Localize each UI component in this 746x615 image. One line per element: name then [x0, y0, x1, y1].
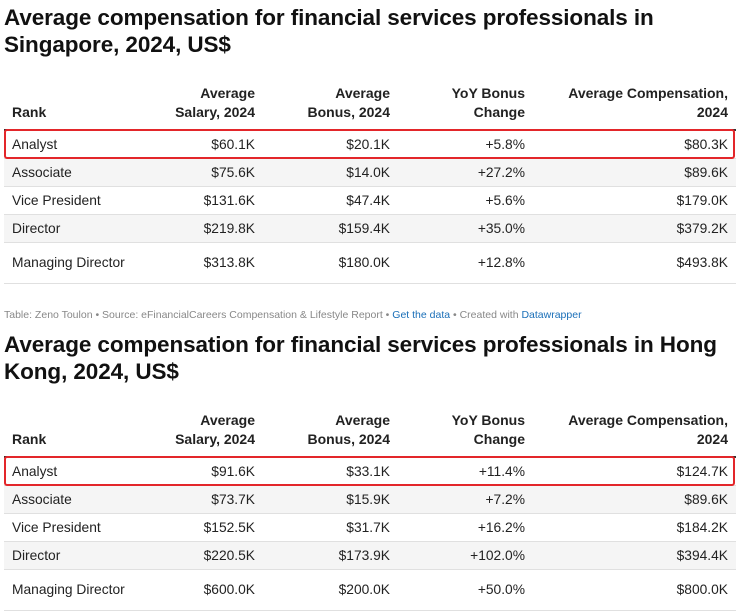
table-row-associate: Associate $73.7K $15.9K +7.2% $89.6K [4, 485, 736, 514]
cell-yoy-change: +102.0% [398, 541, 533, 570]
singapore-compensation-table: Rank Average Salary, 2024 Average Bonus,… [4, 84, 736, 284]
cell-rank: Associate [4, 485, 152, 514]
table-row-director: Director $219.8K $159.4K +35.0% $379.2K [4, 214, 736, 243]
cell-compensation: $394.4K [533, 541, 736, 570]
cell-yoy-change: +50.0% [398, 569, 533, 611]
column-header-bonus[interactable]: Average Bonus, 2024 [263, 84, 398, 131]
column-header-rank[interactable]: Rank [4, 411, 152, 458]
cell-salary: $600.0K [152, 569, 263, 611]
cell-yoy-change: +35.0% [398, 214, 533, 243]
column-header-compensation[interactable]: Average Compensation, 2024 [533, 84, 736, 131]
singapore-table-title: Average compensation for financial servi… [4, 5, 654, 57]
cell-compensation: $89.6K [533, 158, 736, 187]
table-row-managing-director: Managing Director $600.0K $200.0K +50.0%… [4, 569, 736, 611]
cell-compensation: $124.7K [533, 457, 736, 486]
table-footer: Table: Zeno Toulon • Source: eFinancialC… [4, 309, 582, 321]
cell-bonus: $180.0K [263, 242, 398, 284]
cell-salary: $220.5K [152, 541, 263, 570]
cell-rank: Associate [4, 158, 152, 187]
cell-bonus: $200.0K [263, 569, 398, 611]
cell-compensation: $179.0K [533, 186, 736, 215]
column-header-rank[interactable]: Rank [4, 84, 152, 131]
hongkong-table-block: Average compensation for financial servi… [4, 327, 736, 611]
table-header-row: Rank Average Salary, 2024 Average Bonus,… [4, 411, 736, 458]
footer-created-with: • Created with [450, 309, 522, 321]
cell-yoy-change: +27.2% [398, 158, 533, 187]
table-row-director: Director $220.5K $173.9K +102.0% $394.4K [4, 541, 736, 570]
cell-salary: $73.7K [152, 485, 263, 514]
cell-compensation: $184.2K [533, 513, 736, 542]
datawrapper-link[interactable]: Datawrapper [521, 309, 582, 321]
cell-yoy-change: +5.8% [398, 130, 533, 159]
cell-yoy-change: +16.2% [398, 513, 533, 542]
cell-yoy-change: +12.8% [398, 242, 533, 284]
cell-yoy-change: +5.6% [398, 186, 533, 215]
table-row-associate: Associate $75.6K $14.0K +27.2% $89.6K [4, 158, 736, 187]
cell-compensation: $493.8K [533, 242, 736, 284]
cell-salary: $60.1K [152, 130, 263, 159]
cell-compensation: $80.3K [533, 130, 736, 159]
table-row-analyst: Analyst $60.1K $20.1K +5.8% $80.3K [4, 130, 736, 159]
table-row-managing-director: Managing Director $313.8K $180.0K +12.8%… [4, 242, 736, 284]
cell-rank: Director [4, 214, 152, 243]
cell-bonus: $15.9K [263, 485, 398, 514]
hongkong-table-title: Average compensation for financial servi… [4, 332, 717, 384]
cell-rank: Managing Director [4, 569, 152, 611]
table-row-analyst: Analyst $91.6K $33.1K +11.4% $124.7K [4, 457, 736, 486]
cell-rank: Vice President [4, 186, 152, 215]
cell-yoy-change: +7.2% [398, 485, 533, 514]
table-row-vice-president: Vice President $131.6K $47.4K +5.6% $179… [4, 186, 736, 215]
hongkong-compensation-table: Rank Average Salary, 2024 Average Bonus,… [4, 411, 736, 611]
hongkong-table-wrapper: Rank Average Salary, 2024 Average Bonus,… [4, 411, 736, 611]
column-header-salary[interactable]: Average Salary, 2024 [152, 84, 263, 131]
cell-bonus: $14.0K [263, 158, 398, 187]
cell-rank: Analyst [4, 457, 152, 486]
table-row-vice-president: Vice President $152.5K $31.7K +16.2% $18… [4, 513, 736, 542]
footer-source-text: Table: Zeno Toulon • Source: eFinancialC… [4, 309, 393, 321]
cell-rank: Director [4, 541, 152, 570]
cell-salary: $75.6K [152, 158, 263, 187]
cell-salary: $219.8K [152, 214, 263, 243]
cell-rank: Vice President [4, 513, 152, 542]
column-header-compensation[interactable]: Average Compensation, 2024 [533, 411, 736, 458]
column-header-bonus[interactable]: Average Bonus, 2024 [263, 411, 398, 458]
cell-salary: $91.6K [152, 457, 263, 486]
singapore-table-wrapper: Rank Average Salary, 2024 Average Bonus,… [4, 84, 736, 284]
cell-bonus: $47.4K [263, 186, 398, 215]
cell-rank: Managing Director [4, 242, 152, 284]
column-header-yoy-bonus-change[interactable]: YoY Bonus Change [398, 411, 533, 458]
table-header-row: Rank Average Salary, 2024 Average Bonus,… [4, 84, 736, 131]
cell-compensation: $89.6K [533, 485, 736, 514]
cell-salary: $152.5K [152, 513, 263, 542]
cell-bonus: $31.7K [263, 513, 398, 542]
cell-compensation: $800.0K [533, 569, 736, 611]
get-the-data-link[interactable]: Get the data [392, 309, 451, 321]
cell-salary: $313.8K [152, 242, 263, 284]
cell-bonus: $159.4K [263, 214, 398, 243]
singapore-table-block: Average compensation for financial servi… [4, 0, 736, 321]
cell-yoy-change: +11.4% [398, 457, 533, 486]
column-header-salary[interactable]: Average Salary, 2024 [152, 411, 263, 458]
cell-bonus: $173.9K [263, 541, 398, 570]
cell-compensation: $379.2K [533, 214, 736, 243]
cell-rank: Analyst [4, 130, 152, 159]
column-header-yoy-bonus-change[interactable]: YoY Bonus Change [398, 84, 533, 131]
cell-bonus: $20.1K [263, 130, 398, 159]
cell-salary: $131.6K [152, 186, 263, 215]
cell-bonus: $33.1K [263, 457, 398, 486]
